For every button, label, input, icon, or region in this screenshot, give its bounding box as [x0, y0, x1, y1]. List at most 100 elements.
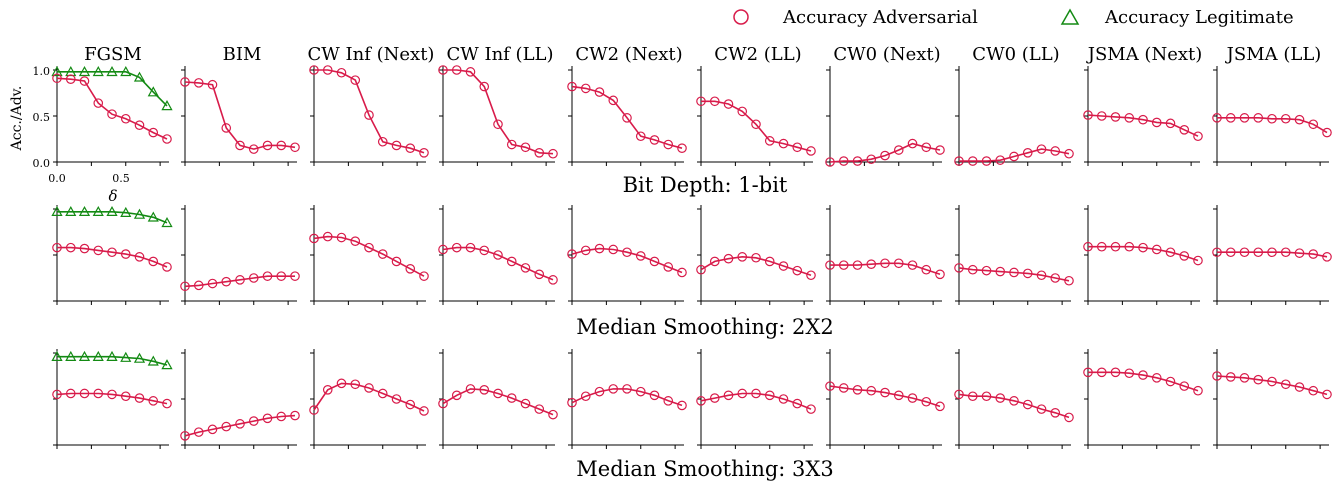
adversarial-point: [221, 123, 232, 133]
adversarial-line: [959, 148, 1070, 162]
legitimate-point: [147, 211, 159, 222]
adversarial-point: [193, 427, 204, 437]
column-titles: FGSM BIM CW Inf (Next) CW Inf (LL) CW2 (…: [84, 44, 1321, 65]
adversarial-point: [1096, 241, 1107, 252]
column-title-cw2-ll: CW2 (LL): [714, 44, 801, 65]
legitimate-point: [106, 205, 118, 216]
adversarial-point: [405, 143, 416, 153]
adversarial-point: [567, 397, 577, 408]
adversarial-point: [1212, 247, 1222, 258]
row-titles: Bit Depth: 1-bit Median Smoothing: 2X2 M…: [576, 173, 833, 481]
adversarial-point: [1009, 151, 1019, 162]
adversarial-point: [506, 139, 517, 150]
adversarial-point: [1050, 273, 1061, 283]
adversarial-point: [493, 119, 503, 130]
panel-r1-jsma-next: [1083, 66, 1203, 166]
adversarial-point: [1138, 114, 1148, 125]
adversarial-point: [622, 113, 632, 123]
adversarial-point: [1280, 247, 1291, 258]
adversarial-point: [262, 271, 273, 281]
adversarial-point: [1064, 412, 1074, 423]
adversarial-point: [290, 271, 300, 281]
adversarial-point: [336, 232, 347, 243]
adversarial-point: [893, 258, 904, 269]
adversarial-line: [443, 69, 554, 155]
legitimate-point: [161, 100, 173, 111]
adversarial-point: [649, 135, 660, 145]
adversarial-line: [442, 246, 554, 281]
adversarial-point: [93, 245, 104, 256]
adversarial-point: [248, 144, 259, 154]
adversarial-point: [1225, 247, 1236, 258]
adversarial-point: [1064, 275, 1074, 286]
adversarial-point: [193, 78, 204, 88]
adversarial-point: [419, 271, 429, 281]
adversarial-point: [336, 67, 347, 78]
column-title-jsma-ll: JSMA (LL): [1225, 44, 1322, 65]
adversarial-point: [635, 251, 646, 261]
column-title-cw2-next: CW2 (Next): [575, 44, 682, 65]
adversarial-point: [322, 384, 333, 395]
adversarial-point: [479, 81, 490, 92]
adversarial-point: [322, 65, 333, 75]
adversarial-point: [806, 270, 816, 281]
adversarial-point: [1165, 247, 1176, 258]
legitimate-point: [106, 350, 118, 361]
adversarial-point: [921, 142, 932, 153]
adversarial-point: [764, 390, 775, 401]
adversarial-point: [79, 76, 90, 86]
legitimate-point: [78, 65, 91, 77]
adversarial-point: [1165, 118, 1176, 129]
adversarial-point: [1308, 119, 1319, 130]
legitimate-point: [78, 205, 91, 216]
adversarial-point: [520, 398, 531, 409]
adversarial-point: [235, 140, 245, 151]
panel-r2-cw0-ll: [954, 205, 1074, 305]
adversarial-point: [709, 393, 720, 403]
adversarial-point: [792, 398, 803, 409]
legitimate-line: [57, 71, 168, 107]
adversarial-point: [1322, 252, 1332, 262]
adversarial-point: [778, 261, 789, 271]
adversarial-point: [935, 145, 945, 155]
adversarial-point: [1138, 370, 1148, 380]
adversarial-point: [880, 150, 890, 161]
adversarial-point: [663, 262, 674, 272]
adversarial-point: [1022, 399, 1033, 410]
legitimate-point: [133, 71, 146, 82]
adversarial-point: [207, 79, 218, 90]
adversarial-point: [405, 399, 416, 410]
adversarial-point: [1124, 241, 1135, 252]
adversarial-point: [248, 273, 259, 283]
adversarial-point: [1124, 113, 1135, 123]
adversarial-point: [180, 430, 190, 441]
adversarial-point: [451, 242, 462, 253]
adversarial-point: [567, 249, 577, 259]
adversarial-point: [1036, 144, 1047, 154]
adversarial-point: [981, 156, 992, 166]
row-title-median-2x2: Median Smoothing: 2X2: [576, 315, 833, 339]
adversarial-point: [1179, 125, 1190, 135]
adversarial-point: [696, 264, 706, 275]
adversarial-point: [1193, 255, 1203, 266]
legitimate-point: [51, 65, 63, 77]
adversarial-point: [1064, 148, 1074, 159]
adversarial-point: [180, 281, 190, 292]
adversarial-point: [792, 142, 803, 153]
adversarial-point: [907, 138, 918, 149]
adversarial-point: [534, 269, 545, 280]
adversarial-point: [1096, 367, 1107, 378]
adversarial-point: [148, 256, 159, 267]
adversarial-point: [764, 136, 775, 146]
panel-r2-jsma-next: [1083, 205, 1203, 305]
column-title-bim: BIM: [223, 44, 262, 65]
adversarial-point: [1280, 113, 1291, 124]
adversarial-point: [1294, 382, 1305, 392]
adversarial-point: [567, 81, 577, 92]
adversarial-point: [350, 75, 361, 85]
adversarial-point: [649, 256, 660, 267]
panel-r1-fgsm: [51, 65, 173, 166]
panel-r1-bim: [180, 66, 300, 166]
adversarial-point: [723, 390, 734, 401]
panel-r1-jsma-ll: [1212, 66, 1332, 166]
